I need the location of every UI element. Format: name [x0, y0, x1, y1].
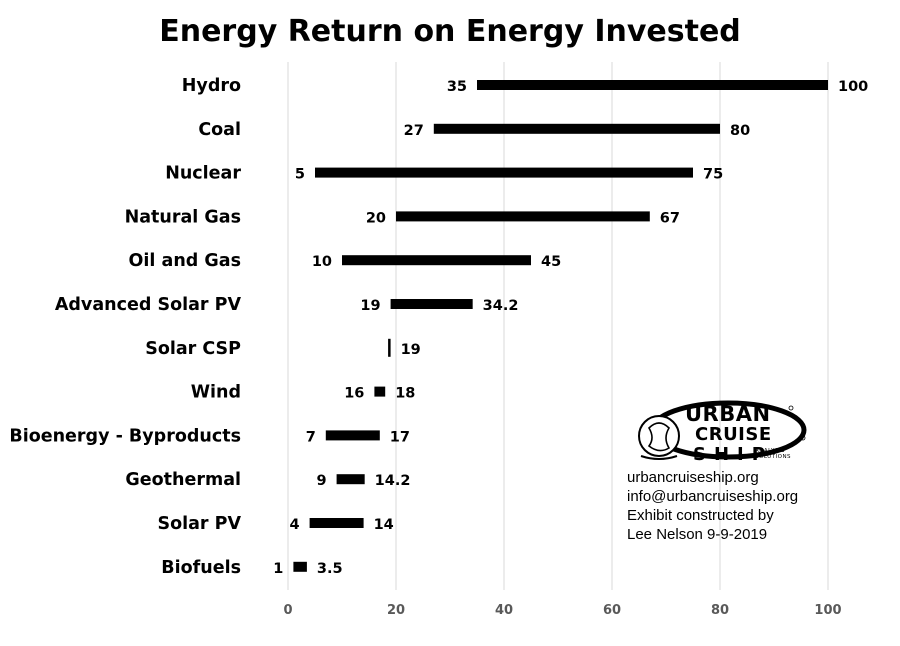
logo-text-analysis-solutions: ANALYSIS SOLUTIONS [755, 448, 792, 460]
category-label: Natural Gas [125, 207, 241, 227]
category-label: Coal [198, 120, 241, 140]
email-text: info@urbancruiseship.org [627, 488, 799, 505]
range-bar [342, 255, 531, 266]
range-bar [388, 338, 391, 357]
high-value-label: 14.2 [375, 473, 411, 489]
category-label: Solar CSP [145, 339, 241, 359]
range-bar [390, 299, 473, 309]
low-value-label: 1 [273, 561, 283, 577]
x-tick-label: 60 [603, 603, 621, 618]
high-value-label: 100 [838, 79, 868, 95]
low-value-label: 5 [295, 167, 305, 183]
urban-cruise-ship-logo: URBAN CRUISE SHIP ANALYSIS SOLUTIONS [633, 398, 808, 468]
range-bar [396, 211, 650, 222]
x-tick-label: 80 [711, 603, 729, 618]
category-label: Nuclear [165, 164, 241, 184]
low-value-label: 27 [404, 123, 424, 139]
category-label: Bioenergy - Byproducts [9, 426, 241, 446]
category-label: Biofuels [161, 558, 241, 578]
category-label: Oil and Gas [129, 251, 241, 271]
low-value-label: 9 [317, 473, 327, 489]
low-value-label: 16 [344, 386, 364, 402]
low-value-label: 20 [366, 210, 386, 226]
category-label: Advanced Solar PV [55, 295, 242, 315]
low-value-label: 19 [360, 298, 380, 314]
logo-emblem-icon [638, 400, 807, 460]
low-value-label: 10 [312, 254, 332, 270]
category-label: Wind [191, 383, 241, 403]
category-label: Solar PV [157, 514, 241, 534]
website-text: urbancruiseship.org [627, 469, 759, 486]
range-bar [477, 80, 828, 90]
chart-title: Energy Return on Energy Invested [159, 14, 741, 49]
high-value-label: 45 [541, 254, 561, 270]
high-value-label: 75 [703, 167, 723, 183]
high-value-label: 34.2 [483, 298, 519, 314]
x-tick-label: 100 [814, 603, 841, 618]
range-bar [374, 386, 386, 397]
logo-text-urban: URBAN [685, 402, 771, 426]
high-value-label: 14 [374, 517, 394, 533]
logo-text-ship: SHIP [693, 444, 773, 465]
branding-block: URBAN CRUISE SHIP ANALYSIS SOLUTIONS urb… [627, 398, 887, 544]
low-value-label: 35 [447, 79, 467, 95]
credit-line-1: Exhibit constructed by [627, 507, 774, 524]
range-bar [336, 474, 365, 485]
gridlines [287, 62, 829, 590]
high-value-label: 67 [660, 210, 680, 226]
high-value-label: 18 [395, 386, 415, 402]
range-bar [433, 123, 720, 134]
range-bars [293, 80, 828, 572]
low-value-label: 7 [306, 429, 316, 445]
high-value-label: 3.5 [317, 561, 343, 577]
labels: 0 20 40 60 80 100 Hydro 35 100 Coal 27 80 Nuclear 5 75… [9, 76, 868, 618]
high-value-label: 80 [730, 123, 750, 139]
range-bar [293, 561, 307, 572]
range-bar [325, 430, 380, 441]
category-label: Hydro [182, 76, 241, 96]
x-tick-label: 20 [387, 603, 405, 618]
high-value-label: 19 [401, 342, 421, 358]
logo-text-cruise: CRUISE [695, 424, 772, 445]
range-bar [309, 518, 364, 528]
category-label: Geothermal [125, 470, 241, 490]
low-value-label: 4 [290, 517, 300, 533]
x-tick-label: 40 [495, 603, 513, 618]
x-tick-label: 0 [283, 603, 292, 618]
high-value-label: 17 [390, 429, 410, 445]
credit-line-2: Lee Nelson 9-9-2019 [627, 526, 768, 543]
range-bar [315, 167, 693, 178]
